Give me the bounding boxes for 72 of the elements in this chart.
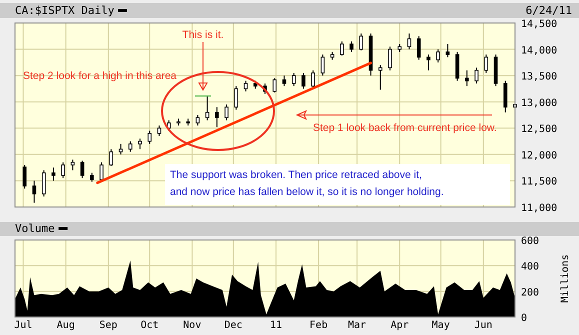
y-tick-label: 600 — [521, 236, 540, 247]
candlestick — [359, 33, 364, 51]
candlestick — [426, 54, 430, 71]
candlestick — [22, 164, 27, 190]
x-tick-label: Nov — [183, 320, 202, 331]
candlestick — [416, 36, 421, 60]
candlestick — [311, 70, 315, 88]
candlestick — [282, 75, 286, 87]
candlestick — [215, 106, 219, 128]
x-tick-label: 11 — [270, 320, 282, 331]
candlestick — [138, 138, 142, 150]
annotation: Step 2 look for a high in this area — [23, 70, 177, 82]
x-tick-label: May — [432, 320, 450, 331]
candlestick — [32, 180, 36, 204]
candlestick — [484, 54, 488, 74]
candlestick — [42, 170, 46, 197]
candlestick — [436, 48, 440, 63]
x-tick-label: Feb — [310, 320, 328, 331]
candlestick — [350, 40, 354, 52]
candlestick — [465, 70, 469, 87]
candlestick — [446, 44, 450, 58]
candlestick — [455, 51, 460, 82]
candlestick — [474, 67, 478, 84]
candlestick — [52, 167, 56, 182]
candlestick — [205, 96, 210, 121]
candlestick — [388, 46, 392, 71]
candlestick — [157, 125, 162, 137]
annotation: This is it. — [182, 29, 224, 41]
candlestick — [100, 162, 104, 182]
y-tick-label: 14,000 — [521, 45, 558, 56]
y-tick-label: 0 — [521, 313, 528, 324]
candlestick — [272, 78, 277, 93]
candlestick — [234, 86, 238, 110]
candlestick — [340, 40, 344, 56]
x-tick-label: Aug — [56, 320, 75, 331]
x-tick-label: Oct — [140, 320, 159, 331]
x-tick-label: Mar — [348, 320, 366, 331]
candlestick — [80, 160, 84, 179]
annotation: The support was broken. Then price retraced above it, and now price has fallen below it, so it is no longer holding. — [170, 169, 444, 198]
x-tick-label: Apr — [390, 320, 409, 331]
y-tick-label: 13,000 — [521, 98, 558, 109]
annotation: Step 1 look back from current price low. — [313, 122, 497, 134]
y-tick-label: 12,500 — [521, 124, 558, 136]
y-tick-label: 11,500 — [521, 176, 558, 188]
candlestick — [292, 72, 296, 87]
x-tick-label: Jun — [474, 320, 492, 331]
candlestick — [503, 80, 508, 113]
y-tick-label: 12,000 — [521, 150, 558, 162]
candlestick — [378, 64, 382, 90]
candlestick — [196, 114, 200, 126]
x-tick-label: Dec — [224, 320, 242, 331]
candlestick — [407, 33, 412, 50]
candlestick — [148, 130, 152, 144]
candlestick — [109, 148, 114, 166]
y-tick-label: 200 — [521, 287, 540, 298]
y-tick-label: 14,500 — [521, 19, 558, 30]
candlestick — [224, 104, 228, 121]
chart-title: CA:$ISPTX Daily — [15, 4, 115, 17]
text: 6/24/11 — [526, 4, 572, 17]
candlestick — [70, 159, 75, 171]
y-tick-label: 11,000 — [521, 203, 558, 214]
candlestick — [128, 140, 132, 152]
y-tick-label: 400 — [521, 262, 540, 273]
y-axis-title: Millions — [560, 254, 571, 303]
x-tick-label: Jul — [14, 320, 32, 331]
candlestick — [244, 80, 248, 92]
chart-title: Volume — [15, 222, 55, 235]
x-tick-label: Sep — [99, 320, 118, 331]
candlestick — [302, 72, 306, 90]
candlestick — [320, 54, 325, 76]
candlestick — [61, 162, 65, 179]
y-tick-label: 13,500 — [521, 72, 558, 83]
